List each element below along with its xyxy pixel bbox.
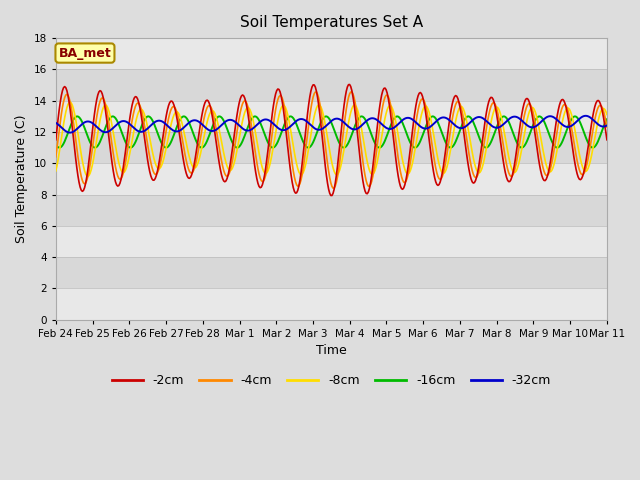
-2cm	[592, 100, 600, 106]
-16cm	[351, 123, 359, 129]
-8cm	[592, 129, 600, 135]
Y-axis label: Soil Temperature (C): Soil Temperature (C)	[15, 115, 28, 243]
-2cm	[603, 137, 611, 143]
-8cm	[353, 104, 360, 109]
-32cm	[315, 127, 323, 132]
-8cm	[67, 99, 74, 105]
-4cm	[329, 185, 337, 191]
-2cm	[382, 87, 390, 93]
-4cm	[382, 93, 390, 98]
Bar	[56, 101, 607, 132]
-8cm	[382, 111, 390, 117]
-16cm	[592, 143, 600, 148]
-4cm	[312, 89, 319, 95]
-2cm	[328, 192, 336, 198]
-2cm	[353, 120, 360, 125]
-16cm	[603, 117, 611, 122]
-4cm	[603, 124, 611, 130]
-4cm	[592, 112, 600, 118]
-32cm	[52, 120, 60, 126]
-2cm	[314, 95, 321, 100]
-32cm	[592, 120, 600, 125]
Bar	[56, 38, 607, 70]
Bar	[56, 194, 607, 226]
-32cm	[603, 122, 611, 128]
-4cm	[506, 172, 513, 178]
-8cm	[52, 168, 60, 174]
-8cm	[603, 112, 611, 118]
-2cm	[52, 137, 60, 143]
-16cm	[315, 125, 323, 131]
-16cm	[198, 145, 205, 151]
Line: -2cm: -2cm	[56, 84, 607, 195]
-32cm	[318, 126, 326, 132]
-32cm	[351, 126, 359, 132]
-2cm	[317, 121, 324, 127]
-16cm	[52, 142, 60, 147]
Line: -16cm: -16cm	[56, 116, 607, 148]
-4cm	[353, 106, 360, 112]
-8cm	[316, 102, 324, 108]
-8cm	[506, 159, 513, 165]
-16cm	[318, 117, 326, 123]
-32cm	[582, 113, 590, 119]
Bar	[56, 70, 607, 101]
Legend: -2cm, -4cm, -8cm, -16cm, -32cm: -2cm, -4cm, -8cm, -16cm, -32cm	[107, 370, 556, 392]
-32cm	[67, 130, 74, 135]
-16cm	[381, 138, 388, 144]
Bar	[56, 257, 607, 288]
-8cm	[319, 111, 327, 117]
-16cm	[505, 119, 513, 125]
Bar	[56, 163, 607, 194]
Line: -32cm: -32cm	[56, 116, 607, 132]
Bar	[56, 288, 607, 320]
-2cm	[346, 82, 353, 87]
-8cm	[84, 173, 92, 179]
Title: Soil Temperatures Set A: Soil Temperatures Set A	[240, 15, 423, 30]
Line: -4cm: -4cm	[56, 92, 607, 188]
Bar	[56, 132, 607, 163]
-32cm	[505, 117, 513, 122]
-32cm	[381, 124, 388, 130]
-16cm	[571, 113, 579, 119]
-4cm	[318, 115, 326, 121]
-4cm	[52, 154, 60, 160]
Text: BA_met: BA_met	[59, 47, 111, 60]
-4cm	[315, 95, 323, 101]
Line: -8cm: -8cm	[56, 102, 607, 176]
Bar	[56, 226, 607, 257]
X-axis label: Time: Time	[316, 344, 347, 357]
-2cm	[506, 179, 513, 184]
